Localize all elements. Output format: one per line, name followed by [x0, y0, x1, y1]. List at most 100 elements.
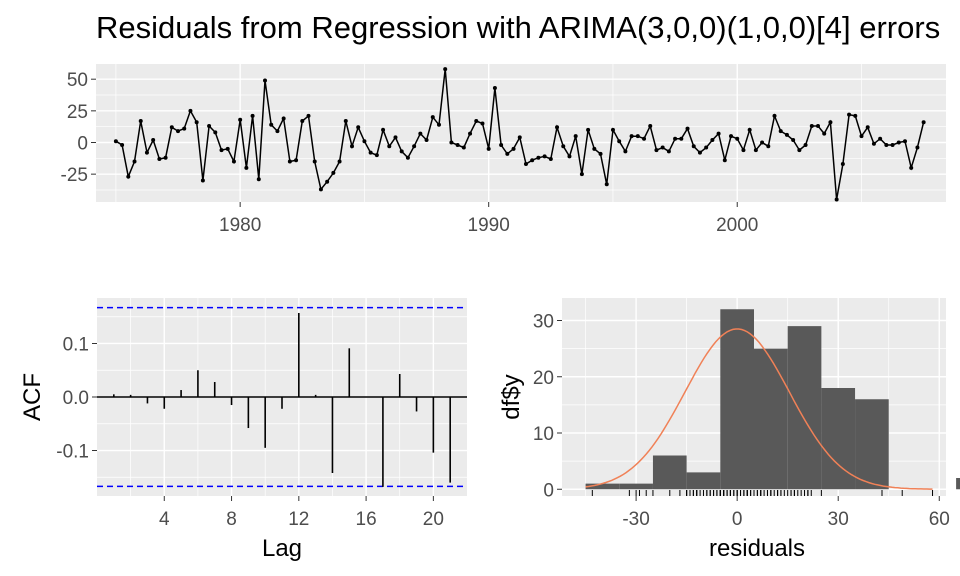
residual-point	[176, 129, 181, 134]
residual-point	[704, 145, 709, 150]
residual-point	[343, 118, 348, 123]
residual-point	[399, 149, 404, 154]
y-tick-label: 25	[67, 102, 88, 123]
y-tick-label: -25	[61, 165, 88, 186]
residual-point	[306, 113, 311, 118]
residual-point	[660, 145, 665, 150]
residual-point	[424, 137, 429, 142]
residual-point	[921, 120, 926, 125]
x-tick-label: 16	[356, 509, 377, 530]
residual-point	[126, 174, 131, 179]
residual-point	[716, 131, 721, 136]
y-tick-label: 0	[543, 480, 554, 501]
residual-point	[673, 136, 678, 141]
residual-point	[325, 179, 330, 184]
residual-point	[915, 145, 920, 150]
residual-point	[697, 150, 702, 155]
residual-point	[523, 162, 528, 167]
residual-point	[312, 159, 317, 164]
residual-point	[753, 148, 758, 153]
residual-point	[436, 122, 441, 127]
y-tick-label: 10	[533, 424, 554, 445]
residual-point	[480, 121, 485, 126]
residual-point	[722, 158, 727, 163]
acf-x-label: Lag	[262, 535, 302, 562]
y-tick-label: 30	[533, 312, 554, 333]
residual-point	[331, 170, 336, 175]
residual-point	[318, 187, 323, 192]
x-tick-label: 60	[929, 509, 950, 530]
residual-point	[430, 115, 435, 120]
residual-point	[654, 148, 659, 153]
residual-point	[337, 159, 342, 164]
residual-panel	[96, 64, 946, 202]
residual-point	[132, 159, 137, 164]
residual-point	[642, 136, 647, 141]
residual-point	[710, 137, 715, 142]
residual-point	[182, 126, 187, 131]
residual-point	[200, 178, 205, 183]
x-tick-label: 1980	[219, 215, 261, 236]
y-tick-label: 20	[533, 368, 554, 389]
residual-point	[511, 146, 516, 151]
residual-point	[231, 159, 236, 164]
residual-point	[871, 141, 876, 146]
residual-point	[263, 78, 268, 83]
residual-point	[381, 127, 386, 132]
residual-point	[834, 197, 839, 202]
histogram-bar	[686, 472, 721, 490]
histogram-y-label: df$y	[498, 374, 525, 419]
residual-point	[505, 151, 510, 156]
residual-point	[287, 159, 292, 164]
residual-point	[418, 131, 423, 136]
residual-point	[598, 151, 603, 156]
histogram-bar	[754, 348, 788, 490]
residual-point	[791, 137, 796, 142]
residual-point	[822, 131, 827, 136]
histogram-bar	[619, 483, 653, 490]
residual-point	[809, 124, 814, 129]
residual-point	[592, 146, 597, 151]
x-tick-label: 20	[423, 509, 444, 530]
residual-point	[586, 127, 591, 132]
histogram-x-label: residuals	[709, 535, 805, 562]
acf-y-label: ACF	[19, 373, 46, 421]
residual-point	[151, 137, 156, 142]
residual-point	[157, 156, 162, 161]
residual-point	[449, 140, 454, 145]
residual-point	[610, 127, 615, 132]
residual-point	[530, 158, 535, 163]
residual-point	[492, 86, 497, 91]
residual-point	[250, 113, 255, 118]
residual-point	[772, 113, 777, 118]
histogram-bar	[652, 455, 687, 490]
y-tick-label: 0	[77, 133, 88, 154]
residual-point	[691, 144, 696, 149]
x-tick-label: -30	[622, 509, 649, 530]
residual-point	[443, 67, 448, 72]
y-tick-label: 0.1	[63, 334, 89, 355]
residual-point	[120, 143, 125, 148]
x-tick-label: 0	[732, 509, 743, 530]
residual-point	[455, 143, 460, 148]
residual-point	[412, 144, 417, 149]
residual-point	[275, 129, 280, 134]
y-tick-label: -0.1	[56, 442, 89, 463]
residual-point	[238, 117, 243, 122]
residual-point	[393, 135, 398, 140]
residual-point	[294, 158, 299, 163]
residual-point	[884, 143, 889, 148]
chart-title: Residuals from Regression with ARIMA(3,0…	[96, 10, 941, 45]
x-tick-label: 4	[159, 509, 170, 530]
residual-point	[896, 140, 901, 145]
residual-point	[356, 125, 361, 130]
residual-point	[666, 149, 671, 154]
residual-point	[604, 182, 609, 187]
residual-point	[784, 132, 789, 137]
y-tick-label: 0.0	[63, 388, 89, 409]
residual-point	[387, 144, 392, 149]
residual-point	[902, 139, 907, 144]
residual-point	[847, 112, 852, 117]
residual-point	[468, 131, 473, 136]
